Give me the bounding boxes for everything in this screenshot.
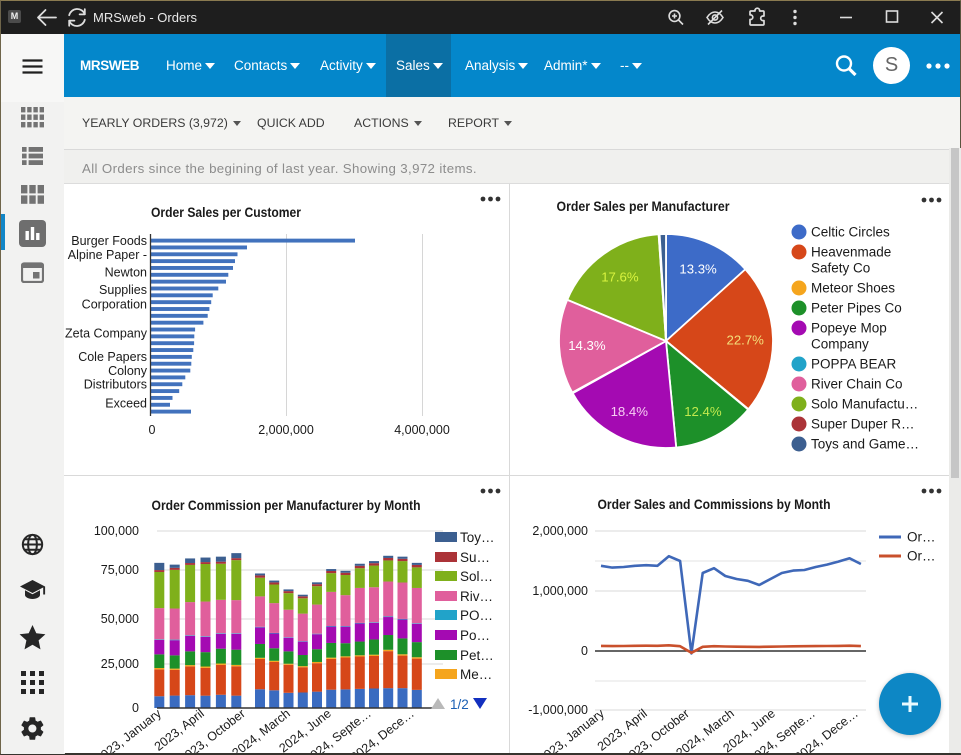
svg-text:17.6%: 17.6% bbox=[601, 270, 639, 285]
svg-text:Or…: Or… bbox=[907, 549, 936, 564]
svg-text:12.4%: 12.4% bbox=[684, 404, 722, 419]
svg-text:2,000,000: 2,000,000 bbox=[258, 423, 314, 437]
svg-text:50,000: 50,000 bbox=[101, 612, 139, 626]
svg-text:Burger Foods: Burger Foods bbox=[71, 234, 147, 248]
svg-text:1,000,000: 1,000,000 bbox=[532, 584, 588, 598]
svg-text:Order Sales per Customer: Order Sales per Customer bbox=[151, 204, 301, 220]
svg-text:2,000,000: 2,000,000 bbox=[532, 524, 588, 538]
svg-text:POPPA BEAR: POPPA BEAR bbox=[811, 357, 897, 372]
svg-text:Super Duper R…: Super Duper R… bbox=[811, 417, 915, 432]
svg-text:Toys and Game…: Toys and Game… bbox=[811, 437, 919, 452]
svg-text:Order Sales per Manufacturer: Order Sales per Manufacturer bbox=[557, 198, 730, 214]
svg-text:22.7%: 22.7% bbox=[726, 332, 764, 347]
svg-text:Or…: Or… bbox=[907, 530, 936, 545]
svg-text:Riv…: Riv… bbox=[460, 589, 493, 604]
svg-text:100,000: 100,000 bbox=[94, 524, 139, 538]
svg-text:0: 0 bbox=[581, 644, 588, 658]
svg-text:Solo Manufactu…: Solo Manufactu… bbox=[811, 397, 918, 412]
svg-text:4,000,000: 4,000,000 bbox=[394, 423, 450, 437]
svg-text:Colony: Colony bbox=[108, 364, 148, 378]
svg-text:Sol…: Sol… bbox=[460, 569, 493, 584]
svg-text:Alpine Paper -: Alpine Paper - bbox=[68, 248, 147, 262]
svg-text:River Chain Co: River Chain Co bbox=[811, 377, 903, 392]
svg-text:Corporation: Corporation bbox=[82, 298, 147, 312]
svg-text:18.4%: 18.4% bbox=[611, 404, 649, 419]
svg-text:0: 0 bbox=[149, 423, 156, 437]
svg-text:PO…: PO… bbox=[460, 608, 493, 623]
svg-text:Safety Co: Safety Co bbox=[811, 261, 870, 276]
svg-text:13.3%: 13.3% bbox=[679, 262, 717, 277]
svg-text:Company: Company bbox=[811, 337, 869, 352]
svg-text:Meteor Shoes: Meteor Shoes bbox=[811, 281, 895, 296]
svg-text:Pet…: Pet… bbox=[460, 648, 494, 663]
svg-text:Heavenmade: Heavenmade bbox=[811, 245, 891, 260]
svg-text:-1,000,000: -1,000,000 bbox=[528, 703, 588, 717]
svg-text:Toy…: Toy… bbox=[460, 530, 495, 545]
svg-text:Su…: Su… bbox=[460, 550, 490, 565]
svg-text:Order Sales and Commissions by: Order Sales and Commissions by Month bbox=[598, 496, 831, 512]
svg-text:Peter Pipes Co: Peter Pipes Co bbox=[811, 301, 902, 316]
svg-text:Me…: Me… bbox=[460, 667, 492, 682]
svg-text:14.3%: 14.3% bbox=[568, 338, 606, 353]
svg-text:Po…: Po… bbox=[460, 628, 490, 643]
svg-text:Zeta Company: Zeta Company bbox=[65, 327, 148, 341]
svg-text:25,000: 25,000 bbox=[101, 657, 139, 671]
svg-text:1/2: 1/2 bbox=[450, 697, 469, 712]
svg-text:Popeye Mop: Popeye Mop bbox=[811, 321, 887, 336]
svg-text:Celtic Circles: Celtic Circles bbox=[811, 225, 890, 240]
svg-text:Order Commission per Manufactu: Order Commission per Manufacturer by Mon… bbox=[152, 497, 421, 513]
svg-text:Cole Papers: Cole Papers bbox=[78, 350, 147, 364]
svg-text:0: 0 bbox=[132, 701, 139, 715]
svg-text:75,000: 75,000 bbox=[101, 563, 139, 577]
svg-text:Newton: Newton bbox=[105, 266, 147, 280]
svg-text:Exceed: Exceed bbox=[105, 397, 147, 411]
svg-text:Distributors: Distributors bbox=[84, 378, 147, 392]
svg-text:Supplies: Supplies bbox=[99, 283, 147, 297]
